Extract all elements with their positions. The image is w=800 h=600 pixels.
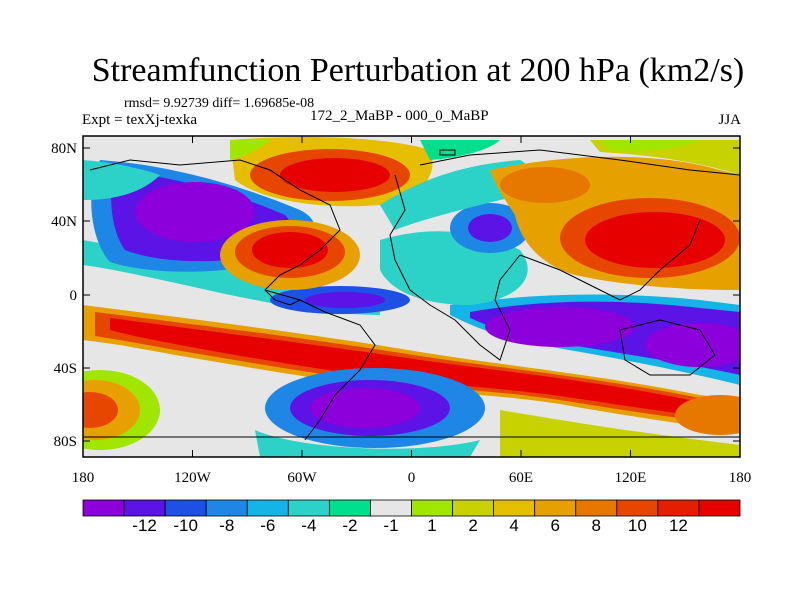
lon-tick-label: 0 (408, 470, 416, 486)
latitude-axis: 80N 40N 0 40S 80S (51, 141, 740, 450)
colorbar-label: 1 (427, 516, 436, 535)
siberia-warm-cell (500, 167, 590, 203)
colorbar-swatch (411, 499, 453, 517)
colorbar-swatch (82, 499, 125, 517)
colorbar-swatch (534, 499, 577, 517)
lat-tick-label: 80S (54, 434, 77, 450)
coastlines (83, 149, 740, 441)
northwest-gray (83, 140, 230, 162)
season-label: JJA (718, 112, 741, 128)
south-cold-cell-core (310, 388, 420, 428)
indian-cold-core-west (485, 307, 635, 347)
colorbar-label: 8 (592, 516, 601, 535)
longitude-axis: 180 120W 60W 0 60E 120E 180 (72, 136, 752, 486)
colorbar-swatch (246, 499, 289, 517)
atlantic-teal-tongue (380, 160, 531, 230)
colorbar-swatch (328, 499, 371, 517)
colorbar-swatch (287, 499, 330, 517)
colorbar-label: 6 (550, 516, 559, 535)
colorbar-label: -1 (383, 516, 398, 535)
colorbar-swatch (164, 499, 207, 517)
colorbar-swatch (452, 499, 495, 517)
colorbar-swatch (123, 499, 166, 517)
tropical-cold-core (305, 292, 385, 308)
stats-text: rmsd= 9.92739 diff= 1.69685e-08 (124, 96, 315, 111)
colorbar-label: -10 (173, 516, 198, 535)
south-teal-fringe (255, 430, 480, 457)
colorbar-label: 12 (669, 516, 688, 535)
lat-tick-label: 80N (51, 141, 77, 157)
lon-tick-label: 180 (72, 470, 95, 486)
lon-tick-label: 180 (729, 470, 752, 486)
asia-warm-core (585, 212, 725, 268)
page-title: Streamfunction Perturbation at 200 hPa (… (91, 52, 745, 89)
lon-tick-label: 120W (174, 470, 212, 486)
lon-tick-label: 60W (287, 470, 317, 486)
northwest-teal-edge (83, 160, 160, 200)
colorbar: -12 -10 -8 -6 -4 -2 -1 1 2 4 6 8 10 12 (82, 499, 741, 535)
na-warm-core (252, 232, 328, 268)
southwest-warm-core (83, 392, 118, 428)
colorbar-swatch (493, 499, 536, 517)
colorbar-swatch (657, 499, 700, 517)
colorbar-swatch (698, 499, 741, 517)
lon-tick-label: 120E (615, 470, 647, 486)
difference-label: 172_2_MaBP - 000_0_MaBP (310, 108, 489, 124)
colorbar-label: 10 (628, 516, 647, 535)
southeast-yellow (500, 410, 740, 457)
northeast-green (600, 140, 700, 151)
lon-tick-label: 60E (509, 470, 533, 486)
colorbar-swatch (205, 499, 248, 517)
streamfunction-field (83, 136, 740, 457)
arctic-green-edge (230, 140, 270, 160)
northwest-cold-core (135, 182, 255, 242)
lat-tick-label: 40S (54, 361, 77, 377)
warm-band-core (110, 318, 715, 418)
arctic-warm-core (280, 158, 390, 192)
lat-tick-label: 0 (70, 288, 78, 304)
experiment-label: Expt = texXj-texka (82, 112, 198, 128)
arabia-cold-core (468, 214, 512, 242)
colorbar-label: 2 (468, 516, 477, 535)
colorbar-swatch (370, 499, 412, 517)
indian-cold-core-east (645, 323, 740, 367)
colorbar-label: -6 (260, 516, 275, 535)
colorbar-label: -12 (132, 516, 157, 535)
colorbar-label: -2 (342, 516, 357, 535)
colorbar-swatch (616, 499, 659, 517)
southeast-warm-cell (675, 395, 740, 435)
lat-tick-label: 40N (51, 214, 77, 230)
colorbar-label: -8 (219, 516, 234, 535)
colorbar-swatch (575, 499, 618, 517)
colorbar-label: -4 (301, 516, 316, 535)
colorbar-label: 4 (509, 516, 518, 535)
